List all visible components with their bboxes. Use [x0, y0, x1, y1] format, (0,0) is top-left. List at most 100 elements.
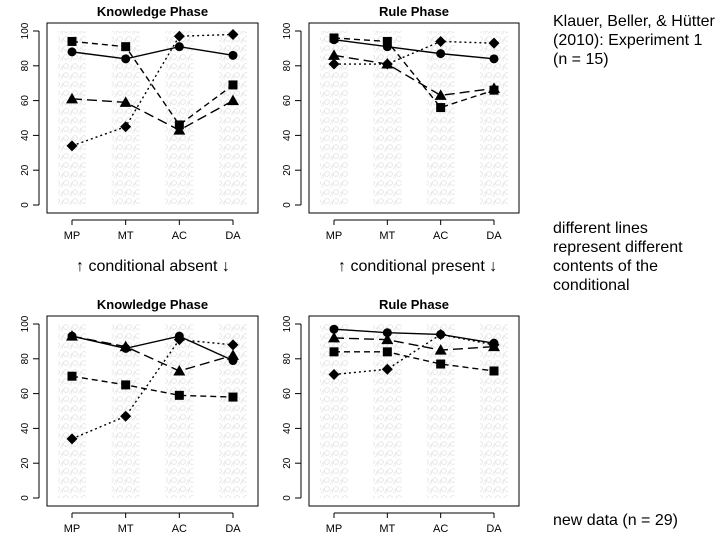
individual-points-MP [58, 324, 86, 498]
data-point-triangle [434, 344, 447, 355]
series-line-triangle [71, 335, 234, 372]
y-tick-label: 80 [20, 353, 31, 365]
series-line-circle [71, 45, 234, 60]
y-tick-label: 100 [20, 22, 31, 39]
data-point-circle [329, 324, 339, 334]
y-tick-label: 60 [20, 95, 31, 107]
caption-conditional-present: ↑ conditional present ↓ [338, 258, 498, 275]
series-line-diamond [334, 40, 495, 65]
data-point-diamond [66, 140, 78, 152]
chart-panel-4: Rule Phase 0 20 40 60 80 100 MP MT AC DA [282, 297, 520, 535]
y-tick-label: 20 [20, 457, 31, 469]
y-tick-label: 100 [20, 315, 31, 332]
y-tick-label: 100 [282, 315, 293, 332]
y-tick-label: 80 [282, 353, 293, 365]
data-point-circle [121, 54, 131, 64]
individual-points-DA [480, 324, 508, 498]
individual-points-AC [165, 324, 194, 498]
x-tick-label: AC [172, 230, 187, 242]
y-tick-label: 20 [282, 164, 293, 176]
data-point-triangle [328, 331, 340, 343]
y-tick-label: 60 [282, 95, 293, 107]
x-tick-label: AC [172, 523, 187, 535]
data-point-triangle [381, 333, 394, 345]
y-tick-label: 40 [20, 129, 31, 141]
data-point-diamond [328, 368, 340, 380]
data-point-circle [174, 42, 184, 52]
lines-explanation-note: different lines represent different cont… [553, 220, 683, 294]
chart-title: Rule Phase [379, 4, 449, 19]
data-point-circle [67, 47, 77, 57]
y-tick-label: 40 [282, 129, 293, 141]
data-point-square [329, 33, 339, 43]
data-point-circle [228, 50, 238, 60]
data-point-diamond [227, 28, 239, 40]
y-tick-label: 0 [20, 495, 31, 501]
series-line-circle [71, 335, 234, 362]
individual-points-MT [373, 31, 402, 205]
data-point-triangle [66, 92, 78, 104]
series-line-circle [333, 328, 495, 344]
data-point-square [382, 36, 392, 46]
data-point-square [489, 366, 499, 376]
data-point-square [436, 359, 446, 369]
y-tick-label: 0 [282, 495, 293, 501]
citation-note: Klauer, Beller, & Hütter (2010): Experim… [553, 13, 715, 68]
caption-conditional-absent: ↑ conditional absent ↓ [76, 258, 230, 275]
y-tick-label: 40 [282, 422, 293, 434]
series-line-square [333, 37, 495, 109]
data-point-diamond [435, 328, 447, 340]
individual-points-AC [426, 31, 455, 205]
data-point-triangle [119, 96, 132, 107]
y-tick-label: 60 [282, 388, 293, 400]
series-line-circle [333, 39, 495, 60]
data-point-triangle [173, 364, 186, 376]
data-point-triangle [227, 94, 239, 106]
chart-panel-1: Knowledge Phase 0 20 40 60 80 100 MP MT AC DA [20, 4, 259, 242]
data-point-square [121, 380, 131, 390]
data-point-diamond [328, 58, 340, 70]
data-point-diamond [435, 35, 447, 47]
data-point-diamond [227, 339, 239, 351]
data-point-triangle [227, 349, 239, 360]
individual-points-MP [58, 31, 86, 205]
x-tick-label: DA [225, 523, 241, 535]
y-tick-label: 0 [20, 202, 31, 208]
x-tick-label: MP [64, 230, 81, 242]
y-tick-label: 20 [20, 164, 31, 176]
data-point-diamond [381, 363, 393, 375]
series-line-triangle [71, 98, 234, 131]
individual-points-DA [219, 31, 247, 205]
data-point-square [382, 347, 392, 357]
x-tick-label: MT [379, 230, 395, 242]
data-point-diamond [120, 121, 132, 133]
x-tick-label: MP [326, 230, 343, 242]
x-tick-label: MP [64, 523, 81, 535]
x-tick-label: DA [486, 230, 502, 242]
data-point-square [436, 103, 446, 113]
chart-panel-2: Rule Phase 0 20 40 60 80 100 MP MT AC DA [282, 4, 520, 242]
y-tick-label: 40 [20, 422, 31, 434]
series-line-square [71, 375, 234, 398]
series-line-triangle [333, 54, 495, 97]
x-tick-label: MT [118, 523, 134, 535]
x-tick-label: MT [379, 523, 395, 535]
data-point-triangle [119, 340, 132, 352]
data-point-diamond [488, 37, 500, 49]
data-point-square [67, 371, 77, 381]
y-tick-label: 60 [20, 388, 31, 400]
x-tick-label: DA [225, 230, 241, 242]
x-tick-label: DA [486, 523, 502, 535]
data-point-circle [436, 49, 446, 59]
data-point-circle [489, 54, 499, 64]
chart-title: Rule Phase [379, 297, 449, 312]
x-tick-label: AC [433, 230, 448, 242]
series-line-square [71, 40, 234, 126]
x-tick-label: AC [433, 523, 448, 535]
data-point-square [228, 80, 238, 90]
y-tick-label: 100 [282, 22, 293, 39]
x-tick-label: MT [118, 230, 134, 242]
y-tick-label: 80 [20, 60, 31, 72]
chart-title: Knowledge Phase [97, 297, 208, 312]
